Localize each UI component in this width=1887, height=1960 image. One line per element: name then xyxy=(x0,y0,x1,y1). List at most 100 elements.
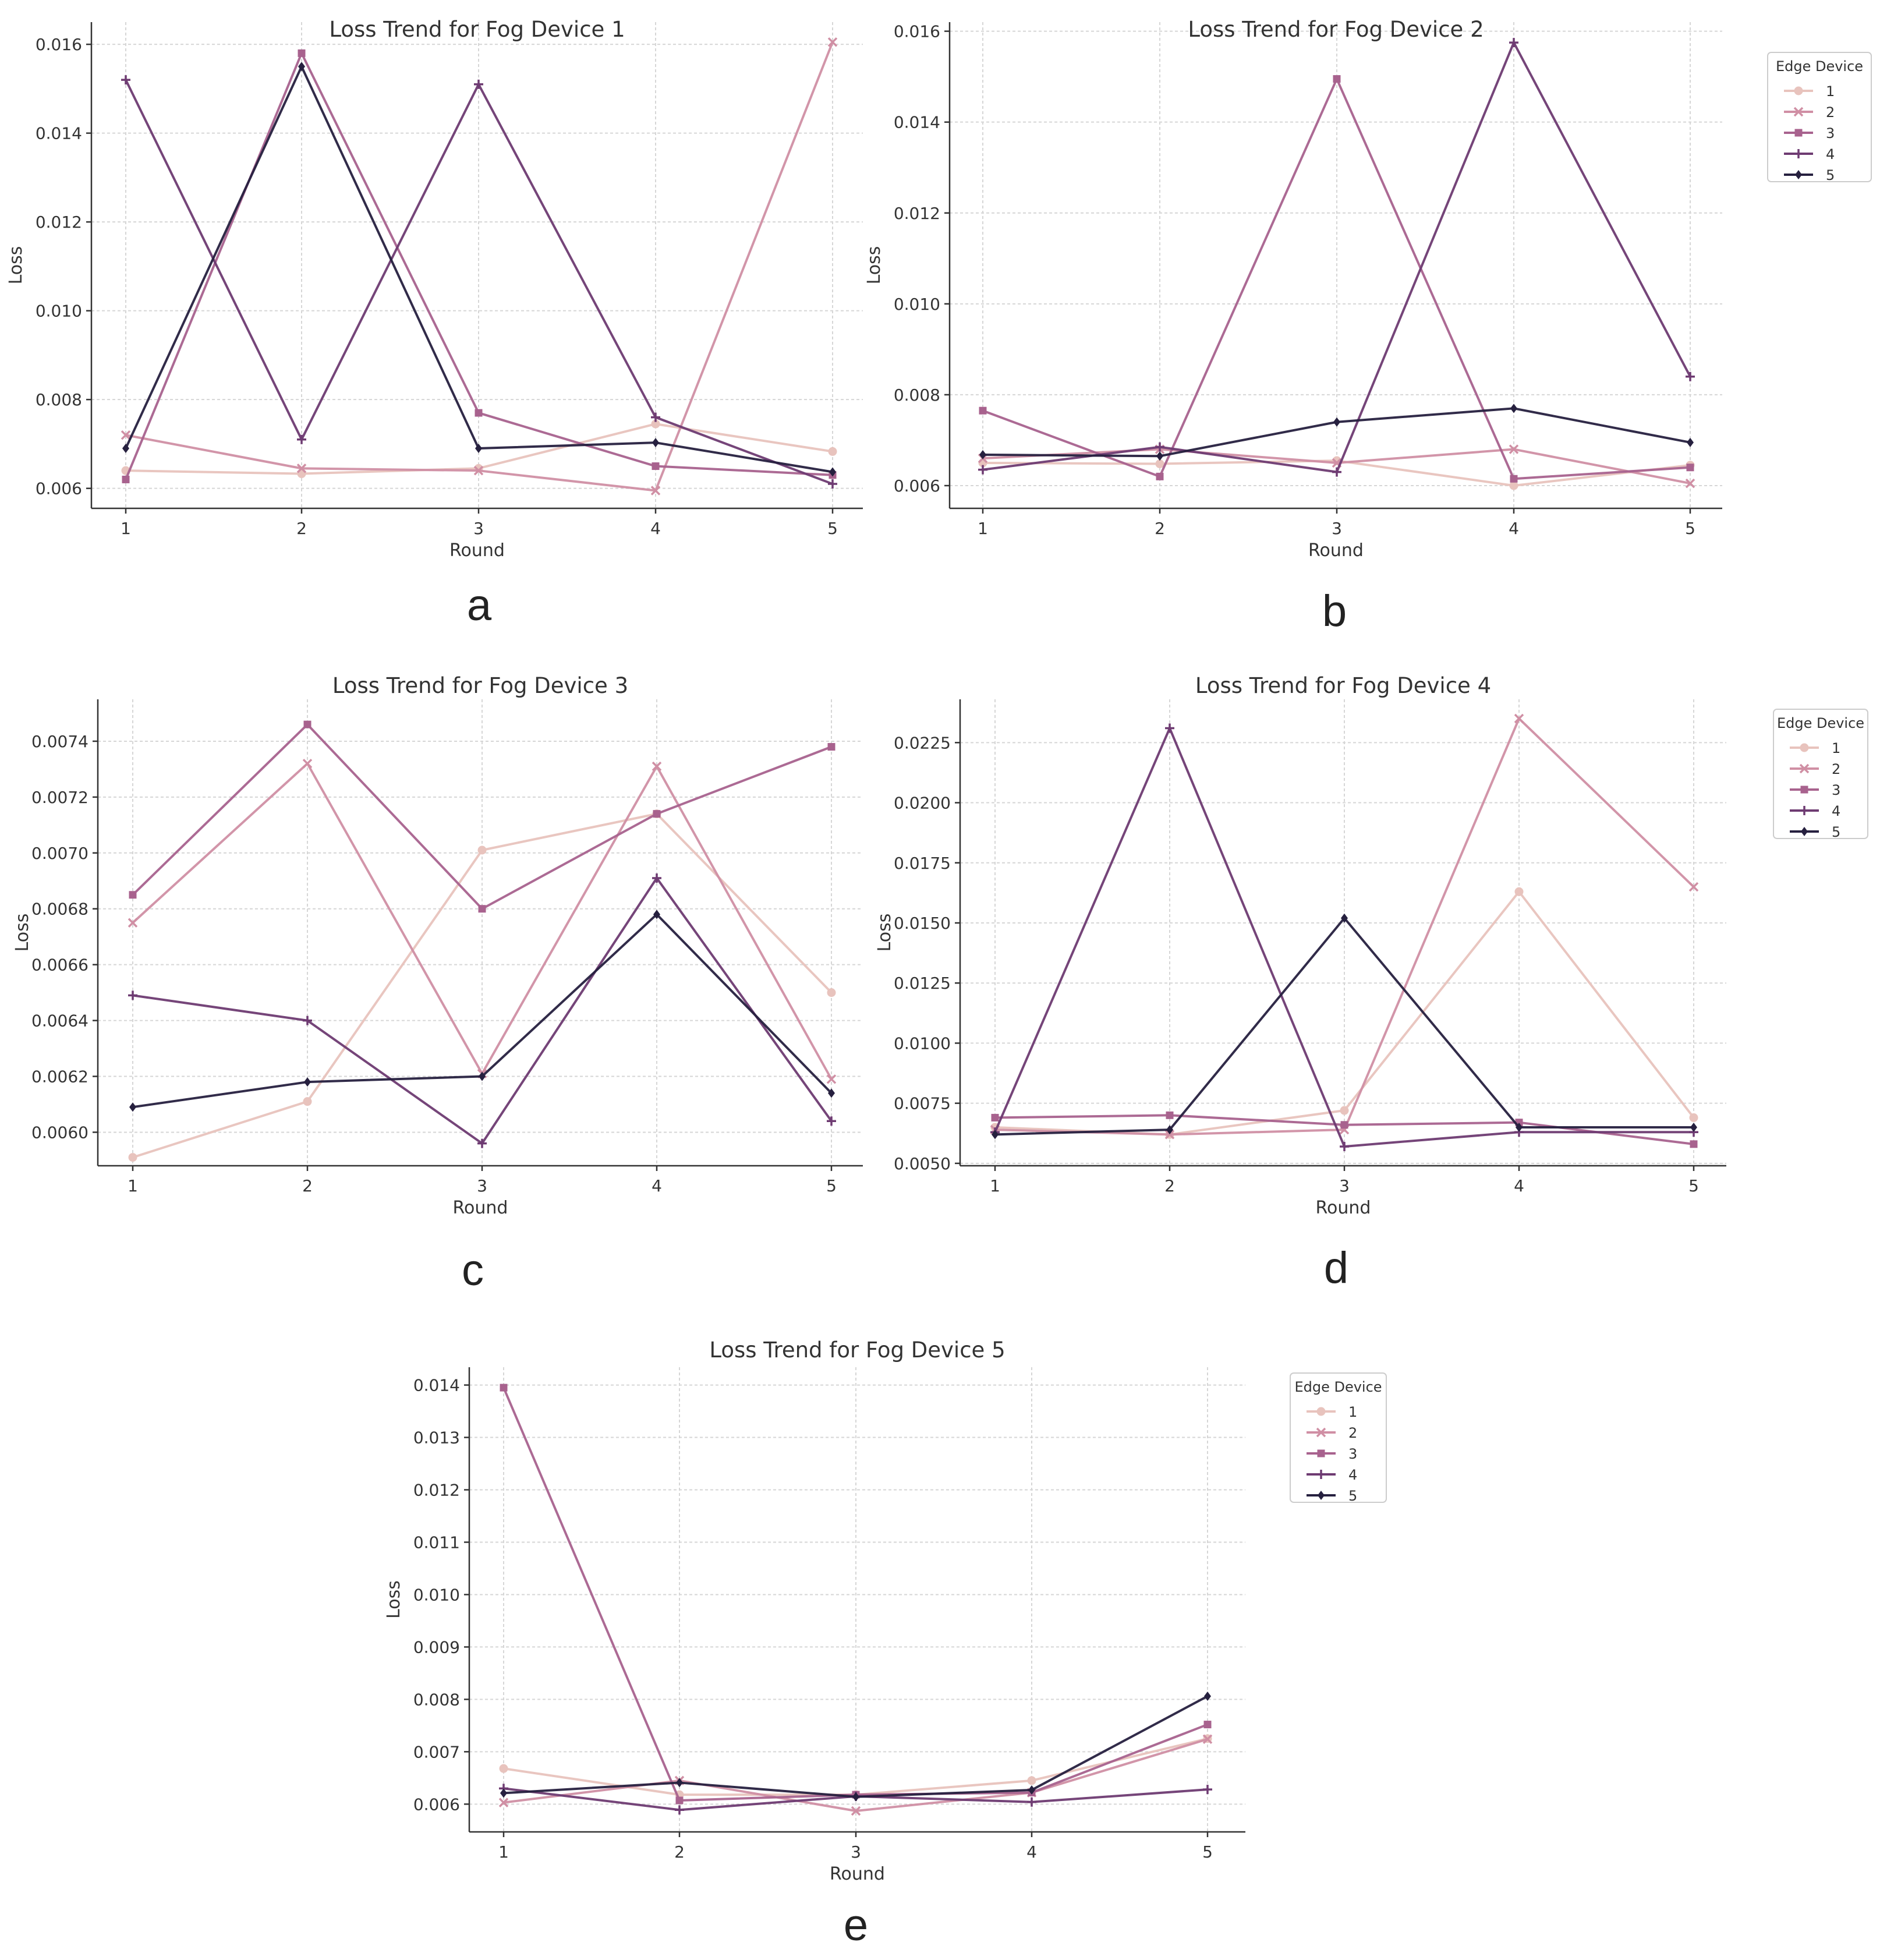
legend-marker-3 xyxy=(1800,786,1808,794)
y-tick-label: 0.008 xyxy=(894,385,940,405)
data-point-5-round-4 xyxy=(1516,1122,1523,1132)
legend-marker-1 xyxy=(1316,1407,1326,1416)
data-point-4-round-2 xyxy=(675,1805,684,1815)
data-point-4-round-5 xyxy=(1686,372,1695,381)
legend: Edge Device 1 2 3 4 5 xyxy=(1767,52,1872,183)
data-point-4-round-2 xyxy=(1165,723,1174,733)
series-1 xyxy=(978,456,1695,490)
data-point-5-round-1 xyxy=(122,444,129,454)
data-point-3-round-3 xyxy=(475,409,483,417)
series-5 xyxy=(500,1691,1211,1802)
data-point-3-round-5 xyxy=(1690,1140,1698,1148)
legend-entry-1: 1 xyxy=(1826,83,1835,100)
data-point-3-round-3 xyxy=(1333,75,1341,83)
data-point-1-round-3 xyxy=(1340,1106,1349,1115)
legend: Edge Device 1 2 3 4 5 xyxy=(1290,1372,1387,1504)
data-point-1-round-4 xyxy=(1514,887,1524,896)
data-point-5-round-5 xyxy=(828,1088,835,1098)
data-point-1-round-1 xyxy=(499,1764,508,1773)
data-point-2-round-5 xyxy=(1202,1734,1213,1744)
y-tick-label: 0.010 xyxy=(894,295,940,314)
data-point-1-round-5 xyxy=(1689,1113,1698,1122)
data-point-3-round-2 xyxy=(298,49,306,57)
data-point-5-round-2 xyxy=(298,62,305,72)
y-tick-label: 0.0060 xyxy=(31,1123,88,1142)
y-tick-label: 0.016 xyxy=(36,35,82,54)
legend-entry-5: 5 xyxy=(1348,1488,1357,1504)
data-point-5-round-4 xyxy=(1028,1785,1035,1795)
gridlines xyxy=(960,699,1726,1166)
y-tick-label: 0.006 xyxy=(894,476,940,496)
y-tick-label: 0.014 xyxy=(894,113,940,132)
x-tick-label: 4 xyxy=(650,519,661,538)
data-point-4-round-1 xyxy=(128,990,137,1000)
gridlines xyxy=(950,22,1722,508)
data-point-3-round-1 xyxy=(122,475,130,483)
chart-title: Loss Trend for Fog Device 1 xyxy=(329,17,625,42)
y-tick-label: 0.006 xyxy=(36,479,82,498)
x-tick-label: 5 xyxy=(1688,1176,1699,1195)
y-tick-label: 0.0175 xyxy=(894,854,951,873)
data-point-5-round-3 xyxy=(852,1792,859,1802)
data-point-4-round-1 xyxy=(978,465,987,475)
x-axis-label: Round xyxy=(830,1864,885,1884)
data-point-2-round-4 xyxy=(1514,713,1524,724)
data-point-4-round-4 xyxy=(652,873,661,883)
x-tick-label: 5 xyxy=(826,1176,837,1195)
chart-panel-5: 0.006 0.007 0.008 0.009 0.010 0.011 0.012 0.013… xyxy=(384,1338,1387,1884)
data-point-3-round-2 xyxy=(675,1796,684,1805)
caption-d: d xyxy=(1323,1243,1349,1293)
y-tick-label: 0.012 xyxy=(36,213,82,232)
data-point-2-round-2 xyxy=(1164,1130,1175,1140)
data-point-2-round-1 xyxy=(121,430,131,440)
data-point-3-round-1 xyxy=(979,406,987,415)
x-tick-label: 1 xyxy=(990,1176,1000,1195)
data-point-3-round-4 xyxy=(1510,475,1518,483)
y-tick-label: 0.007 xyxy=(413,1742,460,1761)
data-point-4-round-2 xyxy=(1155,442,1164,452)
caption-e: e xyxy=(843,1901,869,1950)
y-tick-label: 0.012 xyxy=(894,204,940,223)
data-point-5-round-4 xyxy=(652,438,659,448)
x-tick-label: 3 xyxy=(477,1176,487,1195)
y-tick-label: 0.0075 xyxy=(894,1094,951,1113)
chart-title: Loss Trend for Fog Device 5 xyxy=(709,1338,1005,1363)
data-point-1-round-2 xyxy=(1155,459,1164,469)
legend-entry-5: 5 xyxy=(1826,167,1835,183)
caption-c: c xyxy=(462,1246,484,1295)
legend-entry-1: 1 xyxy=(1348,1404,1357,1420)
data-point-2-round-1 xyxy=(498,1798,509,1807)
data-point-5-round-5 xyxy=(829,467,836,477)
data-point-3-round-1 xyxy=(129,891,137,899)
legend-marker-4 xyxy=(1800,806,1809,815)
data-point-3-round-4 xyxy=(652,462,660,470)
data-point-2-round-5 xyxy=(1685,478,1695,489)
data-point-3-round-3 xyxy=(1340,1121,1348,1129)
data-point-5-round-4 xyxy=(1510,404,1517,413)
data-point-5-round-2 xyxy=(1166,1125,1173,1135)
data-point-5-round-2 xyxy=(304,1077,311,1087)
y-tick-label: 0.0068 xyxy=(31,900,88,919)
caption-b: b xyxy=(1322,586,1347,636)
legend-marker-3 xyxy=(1794,129,1803,137)
y-tick-label: 0.008 xyxy=(36,390,82,409)
data-point-4-round-5 xyxy=(827,1116,836,1126)
legend-marker-4 xyxy=(1794,149,1803,158)
data-point-3-round-1 xyxy=(991,1113,999,1121)
legend-entry-4: 4 xyxy=(1348,1467,1357,1483)
chart-panel-3: 0.0060 0.0062 0.0064 0.0066 0.0068 0.0070 0.00… xyxy=(12,673,863,1218)
legend-marker-2 xyxy=(1316,1427,1326,1438)
data-point-5-round-2 xyxy=(676,1778,683,1788)
legend-marker-4 xyxy=(1316,1470,1326,1479)
gridlines xyxy=(469,1367,1245,1832)
gridlines xyxy=(91,22,863,508)
data-point-5-round-3 xyxy=(479,1071,486,1081)
chart-title: Loss Trend for Fog Device 4 xyxy=(1195,673,1491,698)
chart-title: Loss Trend for Fog Device 3 xyxy=(332,673,628,698)
x-tick-label: 4 xyxy=(652,1176,662,1195)
x-tick-label: 2 xyxy=(302,1176,313,1195)
y-tick-label: 0.016 xyxy=(894,22,940,41)
y-tick-label: 0.0070 xyxy=(31,844,88,863)
y-axis-label: Loss xyxy=(12,914,33,952)
